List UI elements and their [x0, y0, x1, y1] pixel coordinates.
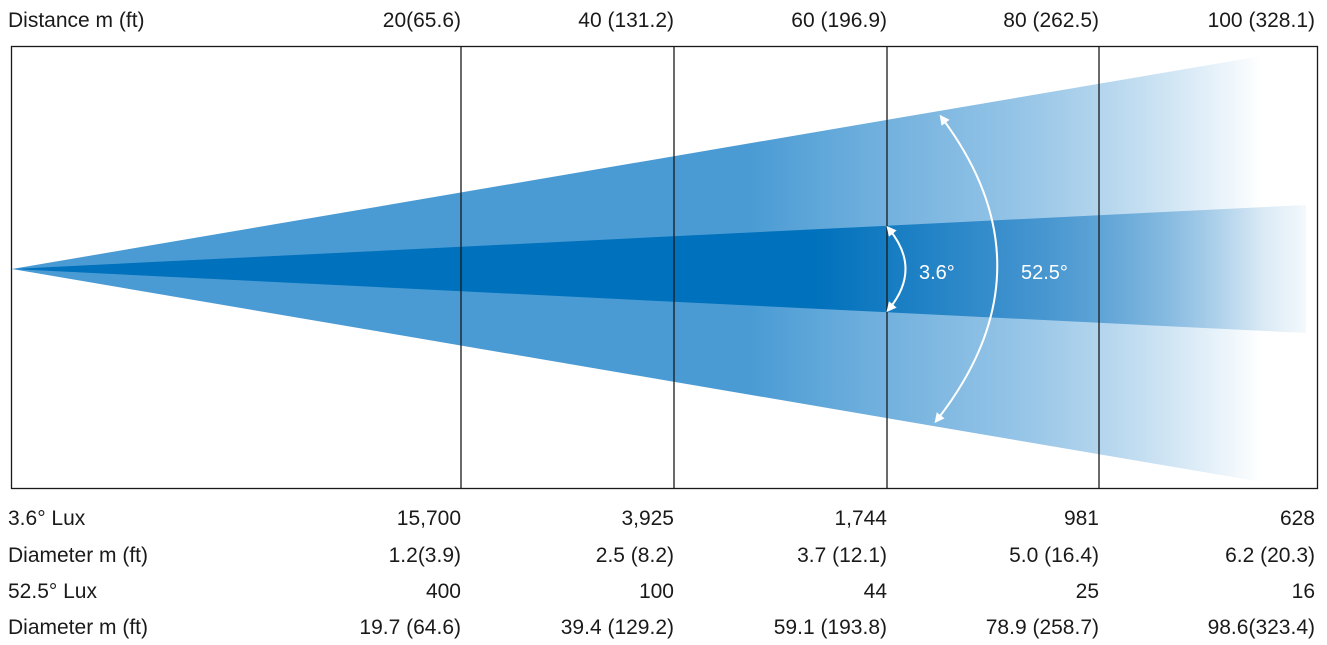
cell-value: 3.7 (12.1): [797, 544, 887, 567]
wide-angle-label: 52.5°: [1021, 262, 1068, 284]
cell-value: 6.2 (20.3): [1225, 544, 1315, 567]
cell-value: 1.2(3.9): [388, 544, 461, 567]
row-label-narrow-diameter: Diameter m (ft): [8, 544, 149, 567]
cell-value: 39.4 (129.2): [560, 616, 674, 639]
row-label-wide-lux: 52.5° Lux: [8, 580, 97, 603]
cell-value: 400: [425, 580, 461, 603]
narrow-beam: [12, 205, 1306, 333]
row-label-narrow-lux: 3.6° Lux: [8, 507, 86, 530]
cell-value: 628: [1279, 507, 1315, 530]
wide-angle-arrow: [934, 114, 999, 424]
cell-value: 2.5 (8.2): [595, 544, 674, 567]
distance-value-100: 100 (328.1): [1207, 9, 1315, 32]
diagram-frame: [10, 45, 1319, 490]
cell-value: 25: [1075, 580, 1099, 603]
cell-value: 78.9 (258.7): [985, 616, 1099, 639]
cell-value: 981: [1063, 507, 1099, 530]
cell-value: 3,925: [621, 507, 674, 530]
narrow-angle-arrow: [886, 225, 907, 313]
cell-value: 19.7 (64.6): [359, 616, 461, 639]
distance-value-20: 20(65.6): [382, 9, 461, 32]
cell-value: 59.1 (193.8): [773, 616, 887, 639]
cell-value: 5.0 (16.4): [1009, 544, 1099, 567]
narrow-angle-label: 3.6°: [919, 262, 955, 284]
distance-value-40: 40 (131.2): [578, 9, 674, 32]
distance-label: Distance m (ft): [8, 9, 145, 32]
cell-value: 16: [1291, 580, 1315, 603]
cell-value: 100: [638, 580, 674, 603]
distance-value-80: 80 (262.5): [1003, 9, 1099, 32]
cell-value: 15,700: [396, 507, 461, 530]
row-label-wide-diameter: Diameter m (ft): [8, 616, 149, 639]
cell-value: 98.6(323.4): [1207, 616, 1315, 639]
distance-value-60: 60 (196.9): [791, 9, 887, 32]
cell-value: 1,744: [834, 507, 887, 530]
cell-value: 44: [863, 580, 887, 603]
